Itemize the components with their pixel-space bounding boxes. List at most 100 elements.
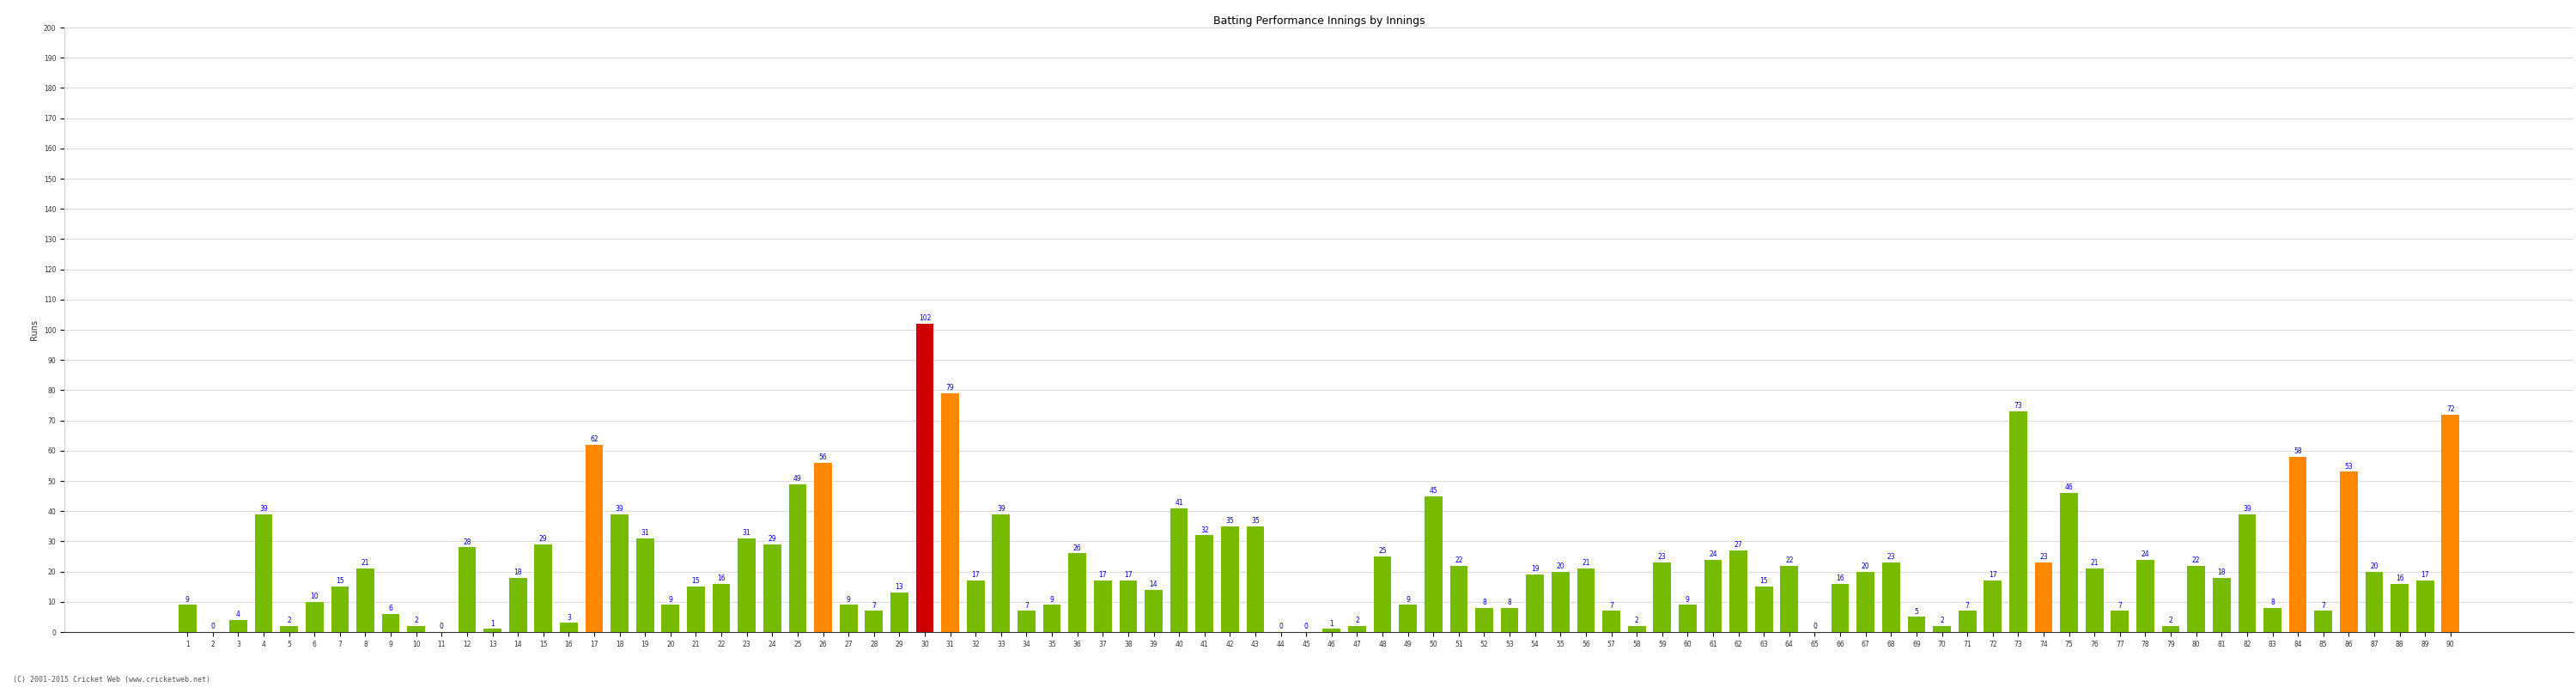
Text: 4: 4 <box>237 611 240 618</box>
Text: 39: 39 <box>260 505 268 513</box>
Text: 17: 17 <box>971 572 979 579</box>
Text: 2: 2 <box>286 617 291 624</box>
Bar <box>1018 611 1036 632</box>
Bar <box>2035 563 2053 632</box>
Bar <box>2290 457 2306 632</box>
Text: 46: 46 <box>2066 484 2074 491</box>
Bar <box>1321 629 1340 632</box>
Text: 24: 24 <box>1708 550 1718 558</box>
Text: 9: 9 <box>848 596 850 603</box>
Bar <box>307 602 325 632</box>
Bar <box>1551 572 1569 632</box>
Text: 79: 79 <box>945 384 953 392</box>
Text: 31: 31 <box>742 529 752 537</box>
Bar <box>814 463 832 632</box>
Bar <box>714 584 729 632</box>
Bar <box>688 587 706 632</box>
Text: 0: 0 <box>1278 623 1283 631</box>
Bar <box>2416 581 2434 632</box>
Text: 31: 31 <box>641 529 649 537</box>
Bar <box>1984 581 2002 632</box>
Bar <box>1450 565 1468 632</box>
Bar <box>1654 563 1672 632</box>
Text: 1: 1 <box>489 620 495 627</box>
Text: 2: 2 <box>1636 617 1638 624</box>
Bar <box>1347 626 1365 632</box>
Bar <box>1932 626 1950 632</box>
Bar <box>762 544 781 632</box>
Text: 32: 32 <box>1200 526 1208 534</box>
Text: 58: 58 <box>2293 447 2303 455</box>
Text: 21: 21 <box>361 559 368 567</box>
Text: 20: 20 <box>2370 563 2378 570</box>
Text: 7: 7 <box>1610 602 1613 609</box>
Text: 22: 22 <box>2192 556 2200 564</box>
Text: 27: 27 <box>1734 541 1741 549</box>
Text: 1: 1 <box>1329 620 1334 627</box>
Text: 7: 7 <box>1025 602 1028 609</box>
Bar <box>332 587 348 632</box>
Bar <box>2391 584 2409 632</box>
Text: 18: 18 <box>2218 568 2226 576</box>
Bar <box>1095 581 1113 632</box>
Text: 49: 49 <box>793 475 801 482</box>
Text: 15: 15 <box>1759 578 1767 585</box>
Bar <box>2339 472 2357 632</box>
Text: 15: 15 <box>335 578 345 585</box>
Text: 18: 18 <box>513 568 523 576</box>
Bar <box>1602 611 1620 632</box>
Bar <box>1399 605 1417 632</box>
Bar <box>2365 572 2383 632</box>
Bar <box>510 578 528 632</box>
Text: 29: 29 <box>768 535 775 543</box>
Bar <box>1121 581 1136 632</box>
Text: 8: 8 <box>1481 598 1486 607</box>
Text: 16: 16 <box>716 574 726 582</box>
Bar <box>1680 605 1698 632</box>
Text: 0: 0 <box>1814 623 1816 631</box>
Text: 17: 17 <box>1989 572 1996 579</box>
Text: 9: 9 <box>185 596 191 603</box>
Text: 28: 28 <box>464 538 471 546</box>
Text: 41: 41 <box>1175 499 1182 506</box>
Title: Batting Performance Innings by Innings: Batting Performance Innings by Innings <box>1213 15 1425 27</box>
Text: 7: 7 <box>1965 602 1971 609</box>
Bar <box>662 605 680 632</box>
Text: 21: 21 <box>1582 559 1589 567</box>
Bar <box>2213 578 2231 632</box>
Text: 21: 21 <box>2089 559 2099 567</box>
Bar <box>281 626 299 632</box>
Text: 2: 2 <box>2169 617 2172 624</box>
Bar <box>940 393 958 632</box>
Bar <box>2264 608 2282 632</box>
Bar <box>1958 611 1976 632</box>
Bar <box>1883 563 1901 632</box>
Text: 56: 56 <box>819 453 827 461</box>
Text: 25: 25 <box>1378 548 1386 555</box>
Text: 35: 35 <box>1252 517 1260 525</box>
Y-axis label: Runs: Runs <box>31 319 39 340</box>
Bar <box>1373 556 1391 632</box>
Bar <box>611 514 629 632</box>
Bar <box>2313 611 2331 632</box>
Bar <box>381 614 399 632</box>
Bar <box>840 605 858 632</box>
Bar <box>559 623 577 632</box>
Bar <box>1577 569 1595 632</box>
Text: 22: 22 <box>1455 556 1463 564</box>
Text: 23: 23 <box>1886 553 1896 561</box>
Text: (C) 2001-2015 Cricket Web (www.cricketweb.net): (C) 2001-2015 Cricket Web (www.cricketwe… <box>13 676 211 684</box>
Bar <box>1728 550 1747 632</box>
Bar <box>1247 526 1265 632</box>
Bar <box>459 548 477 632</box>
Bar <box>1221 526 1239 632</box>
Text: 39: 39 <box>616 505 623 513</box>
Bar <box>1144 589 1162 632</box>
Text: 62: 62 <box>590 436 598 443</box>
Bar <box>1502 608 1517 632</box>
Bar <box>1909 617 1924 632</box>
Bar <box>1170 508 1188 632</box>
Text: 72: 72 <box>2447 405 2455 413</box>
Text: 8: 8 <box>1507 598 1512 607</box>
Text: 26: 26 <box>1074 544 1082 552</box>
